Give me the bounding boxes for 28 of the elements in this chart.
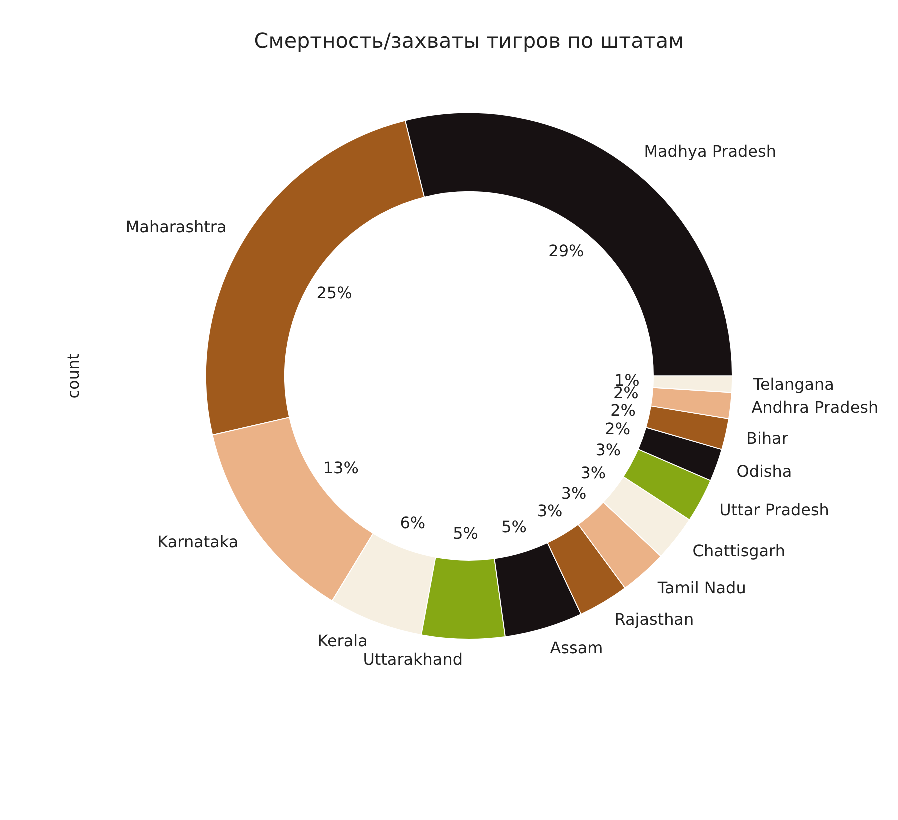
slice-label: Tamil Nadu: [656, 578, 746, 598]
slice-label: Bihar: [746, 428, 789, 448]
slice-label: Madhya Pradesh: [644, 142, 776, 161]
data-label: 29%: [548, 241, 584, 260]
data-label: 5%: [502, 517, 527, 536]
slice-label: Rajasthan: [614, 610, 694, 630]
data-label: 3%: [537, 502, 563, 521]
slice-label: Maharashtra: [126, 217, 227, 236]
data-label: 5%: [453, 524, 478, 543]
data-label: 3%: [561, 484, 587, 504]
slice-label: Andhra Pradesh: [752, 398, 879, 417]
data-label: 3%: [580, 464, 606, 482]
text: count: [64, 354, 83, 399]
slice-label: Assam: [550, 638, 604, 658]
data-label: 2%: [610, 400, 636, 420]
data-label: 3%: [596, 440, 622, 460]
data-label: 2%: [605, 419, 631, 438]
slice-label: Chattisgarh: [692, 542, 786, 561]
slice-label: Uttarakhand: [363, 650, 463, 670]
chart-title: Смертность/захваты тигров по штатам: [254, 29, 684, 54]
slice-label: Uttar Pradesh: [720, 500, 830, 520]
slice-label: Karnataka: [158, 532, 239, 552]
slice-label: Odisha: [736, 462, 792, 482]
data-label: 25%: [316, 283, 352, 302]
slice-label: Kerala: [318, 632, 368, 651]
data-label: 13%: [323, 458, 359, 478]
slice-label: Telangana: [752, 374, 834, 394]
data-label: 6%: [400, 513, 426, 532]
